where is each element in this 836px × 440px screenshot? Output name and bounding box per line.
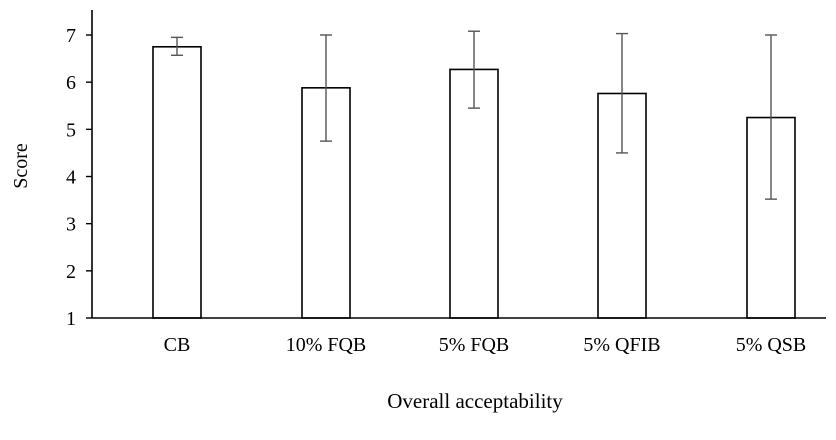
error-bar	[616, 32, 628, 154]
y-tick-label: 2	[66, 261, 76, 283]
error-bar	[468, 30, 480, 109]
y-axis-title: Score	[10, 143, 32, 189]
error-bars-layer	[171, 30, 777, 200]
axes-layer	[91, 10, 826, 319]
x-axis-title: Overall acceptability	[387, 389, 563, 413]
bar	[152, 45, 202, 319]
x-tick-label: 5% QSB	[736, 334, 807, 356]
x-tick-label: 5% QFIB	[583, 334, 660, 356]
bar	[597, 92, 647, 319]
ticks-layer: CB 10% FQB 5% FQB 5% QFIB 5% QSB 1 2 3 4 5 6 7	[66, 25, 806, 356]
y-tick-label: 6	[66, 72, 76, 94]
error-bar	[171, 36, 183, 56]
x-tick-label: 10% FQB	[286, 334, 367, 356]
error-bar	[320, 34, 332, 142]
error-bar	[765, 34, 777, 200]
y-tick-label: 1	[66, 308, 76, 330]
y-tick-label: 4	[66, 167, 76, 189]
y-tick-label: 3	[66, 214, 76, 236]
y-tick-label: 5	[66, 119, 76, 141]
x-tick-label: 5% FQB	[439, 334, 510, 356]
x-tick-label: CB	[164, 334, 191, 356]
y-tick-label: 7	[66, 25, 76, 47]
